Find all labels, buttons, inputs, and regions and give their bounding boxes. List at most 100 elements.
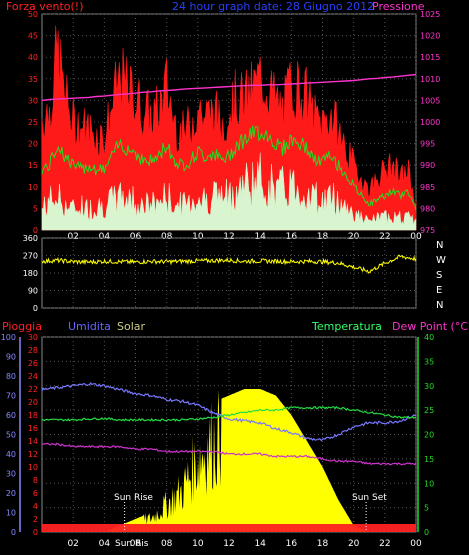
pressure-y-tick-label: 985 (420, 183, 435, 192)
temperature-y-ticks: 0 5 10 15 20 25 30 35 40 (417, 333, 434, 537)
top-x-tick-label: 06 (130, 232, 142, 242)
temperature-y-tick-label: 35 (424, 357, 434, 366)
bottom-x-tick-label: 12 (223, 539, 234, 549)
dewpoint-label: Dew Point (°C) (392, 320, 469, 333)
rain-y-tick-label: 22 (28, 385, 38, 394)
wind-avg-series (41, 125, 417, 211)
solar-series (42, 389, 416, 532)
pressure-y-tick-label: 1010 (420, 75, 440, 84)
rain-humidity-temp-panel: Pioggia Umidita Solar Temperatura Dew Po… (1, 320, 469, 549)
dewpoint-series (41, 442, 417, 466)
pressure-y-tick-label: 995 (420, 140, 435, 149)
bottom-x-tick-label: 10 (192, 539, 204, 549)
humidity-label: Umidita (68, 320, 111, 333)
temperature-y-tick-label: 40 (424, 333, 434, 342)
humidity-y-tick-label: 90 (6, 353, 16, 362)
top-x-tick-label: 10 (192, 232, 204, 242)
humidity-y-tick-label: 80 (6, 372, 16, 381)
temperature-y-tick-label: 30 (424, 382, 434, 391)
pressure-y-tick-label: 975 (420, 226, 435, 235)
compass-label: S (436, 270, 442, 281)
rain-y-tick-label: 4 (33, 502, 38, 511)
solar-label: Solar (117, 320, 146, 333)
humidity-y-tick-label: 10 (6, 509, 16, 518)
wind-y-tick-label: 35 (28, 75, 38, 84)
wind-y-tick-label: 25 (28, 118, 38, 127)
top-x-tick-label: 20 (348, 232, 360, 242)
humidity-y-ticks: 0 10 20 30 40 50 60 70 80 90 100 (1, 333, 21, 537)
bottom-x-tick-label: 22 (379, 539, 390, 549)
pressure-y-tick-label: 1000 (420, 118, 440, 127)
rain-y-tick-label: 26 (28, 359, 38, 368)
pressure-y-tick-label: 1015 (420, 53, 440, 62)
pressure-y-tick-label: 1005 (420, 96, 440, 105)
top-x-tick-label: 04 (99, 232, 111, 242)
humidity-y-tick-label: 30 (6, 470, 16, 479)
direction-y-tick-label: 180 (23, 269, 38, 278)
bottom-x-tick-label: 14 (254, 539, 266, 549)
top-x-tick-label: 14 (254, 232, 266, 242)
rain-y-tick-label: 20 (28, 398, 38, 407)
wind-y-tick-label: 5 (33, 204, 38, 213)
pressure-y-tick-label: 990 (420, 161, 435, 170)
top-x-tick-label: 02 (67, 232, 78, 242)
pressure-y-ticks: 975 980 985 990 995 1000 1005 1010 1015 1020 1025 (420, 10, 440, 235)
wind-y-ticks: 0 5 10 15 20 25 30 35 40 45 50 (28, 10, 38, 235)
bottom-grid (42, 336, 417, 533)
humidity-y-tick-label: 50 (6, 431, 16, 440)
rain-y-tick-label: 8 (33, 476, 38, 485)
top-x-tick-label: 08 (161, 232, 173, 242)
pressure-y-tick-label: 1025 (420, 10, 440, 19)
rain-label: Pioggia (2, 320, 42, 333)
bottom-x-tick-label: 04 (99, 539, 111, 549)
bottom-x-tick-label: 20 (348, 539, 360, 549)
top-x-tick-label: 16 (286, 232, 298, 242)
sunset-label: Sun Set (352, 493, 387, 503)
rain-y-tick-label: 2 (33, 515, 38, 524)
temperature-y-tick-label: 0 (424, 528, 429, 537)
wind-y-tick-label: 45 (28, 32, 38, 41)
wind-min-series (41, 152, 417, 231)
humidity-y-tick-label: 40 (6, 450, 16, 459)
wind-y-tick-label: 50 (28, 10, 38, 19)
humidity-y-tick-label: 60 (6, 411, 16, 420)
wind-y-tick-label: 40 (28, 53, 38, 62)
rain-y-tick-label: 14 (28, 437, 38, 446)
rain-y-tick-label: 30 (28, 333, 38, 342)
humidity-y-tick-label: 100 (1, 333, 16, 342)
humidity-y-tick-label: 70 (6, 392, 16, 401)
wind-pressure-panel: Forza vento(!) 24 hour graph date: 28 Gi… (6, 0, 440, 242)
rain-y-tick-label: 24 (28, 372, 38, 381)
chart-title: 24 hour graph date: 28 Giugno 2012 (172, 0, 374, 13)
temperature-label: Temperatura (311, 320, 382, 333)
bottom-x-tick-label: 16 (286, 539, 298, 549)
top-x-tick-label: 18 (317, 232, 329, 242)
direction-y-tick-label: 0 (33, 304, 38, 313)
bottom-x-tick-label: 02 (67, 539, 78, 549)
bottom-x-tick-label: 08 (161, 539, 173, 549)
wind-direction-series (41, 254, 417, 274)
temperature-series (41, 405, 417, 422)
top-x-tick-label: 12 (223, 232, 234, 242)
compass-label: N (436, 300, 443, 311)
wind-y-tick-label: 30 (28, 96, 38, 105)
pressure-series (41, 73, 417, 102)
wind-y-tick-label: 20 (28, 140, 38, 149)
bottom-x-tick-label: 00 (410, 539, 422, 549)
rain-y-tick-label: 16 (28, 424, 38, 433)
pressure-axis-label: Pressione (372, 0, 425, 13)
direction-y-ticks: 360 270 180 90 0 (23, 234, 38, 313)
rain-y-tick-label: 28 (28, 346, 38, 355)
pressure-y-tick-label: 980 (420, 204, 435, 213)
humidity-series (41, 382, 417, 442)
temperature-y-tick-label: 25 (424, 406, 434, 415)
bottom-x-ticks: 02 04 06 08 10 12 14 16 18 20 22 00 (67, 539, 422, 549)
rain-y-tick-label: 10 (28, 463, 38, 472)
bottom-x-tick-label: 06 (130, 539, 142, 549)
pressure-y-tick-label: 1020 (420, 32, 440, 41)
temperature-y-tick-label: 10 (424, 479, 434, 488)
humidity-y-tick-label: 20 (6, 489, 16, 498)
